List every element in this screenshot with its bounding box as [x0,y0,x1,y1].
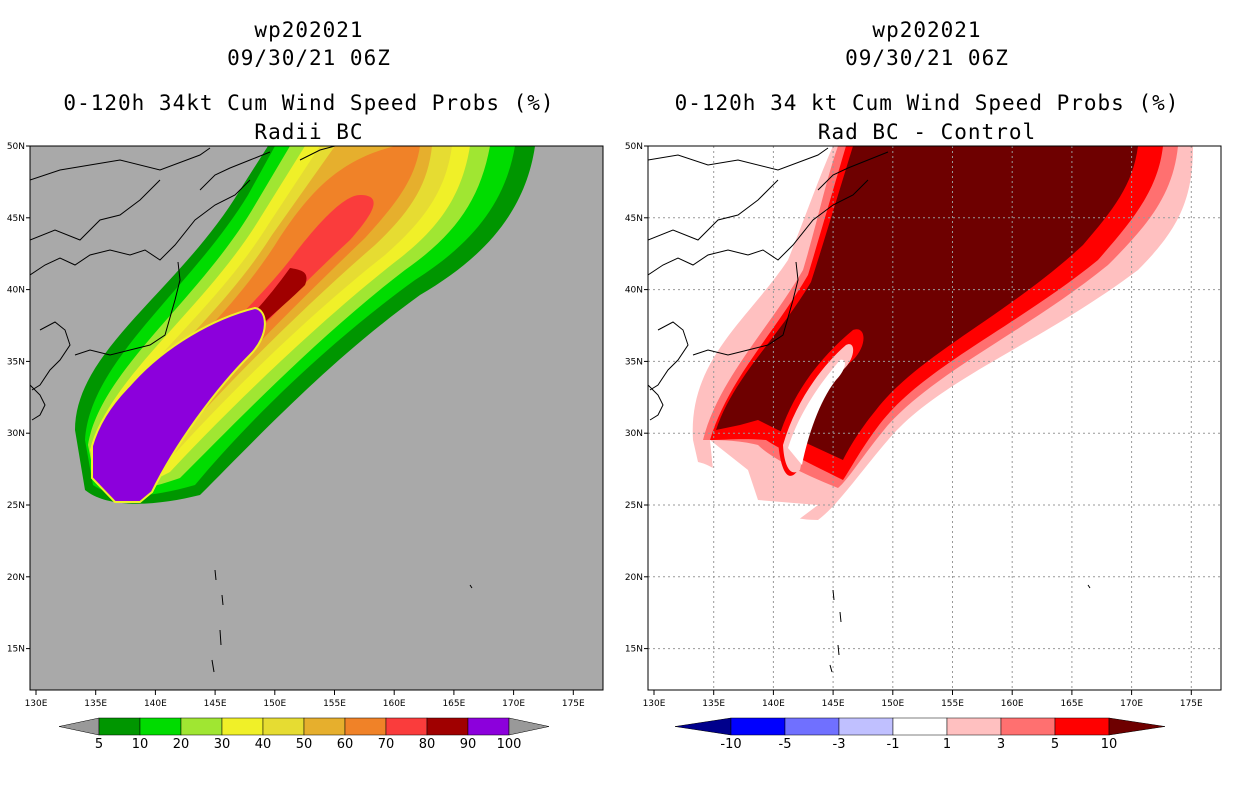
left-lon-label: 150E [263,699,286,709]
right-map-frame [647,145,1222,691]
right-lat-label: 25N [625,501,643,511]
left-colorbar-label: 10 [132,737,149,752]
right-lat-label: 20N [625,573,643,583]
left-panel-radii-bc: wp202021 09/30/21 06Z 0-120h 34kt Cum Wi… [7,18,604,752]
left-coastline-outline [30,146,473,673]
right-colorbar-swatch [946,717,1002,736]
right-lat-label: 35N [625,357,643,367]
left-colorbar-over-arrow [508,717,550,736]
right-lon-label: 170E [1120,699,1143,709]
right-lat-label: 15N [625,645,643,655]
left-lat-label: 40N [7,286,25,296]
left-colorbar-swatch [467,717,510,736]
left-lat-label: 15N [7,645,25,655]
left-colorbar-label: 80 [419,737,436,752]
right-lon-label: 145E [822,699,845,709]
right-colorbar-label: 3 [997,737,1005,752]
left-lon-label: 160E [383,699,406,709]
left-lon-label: 145E [204,699,227,709]
left-lon-label: 175E [562,699,585,709]
left-lon-label: 165E [442,699,465,709]
left-title-date: 09/30/21 06Z [227,46,391,70]
right-title-main: 0-120h 34 kt Cum Wind Speed Probs (%) [674,91,1180,115]
left-map-svg: 130E 135E 140E 145E 150E 155E 160E 165E 170E 175E… [7,142,604,752]
left-colorbar-swatch [426,717,469,736]
left-lat-label: 50N [7,142,25,152]
right-lat-label: 40N [625,286,643,296]
right-colorbar-swatch [838,717,894,736]
left-colorbar-label: 90 [460,737,477,752]
left-title-main: 0-120h 34kt Cum Wind Speed Probs (%) [63,91,555,115]
left-title-sub: Radii BC [254,120,364,144]
right-title-date: 09/30/21 06Z [845,46,1009,70]
left-colorbar-label: 70 [378,737,395,752]
left-lon-label: 140E [144,699,167,709]
right-coastline-outline [648,147,1091,673]
left-lat-label: 25N [7,501,25,511]
right-difference-contours [692,146,1193,520]
left-colorbar-label: 60 [337,737,354,752]
right-lon-label: 135E [702,699,725,709]
left-lat-label: 30N [7,429,25,439]
right-colorbar-swatch [730,717,786,736]
left-colorbar-label: 100 [497,737,522,752]
right-colorbar-over-arrow [1108,717,1166,736]
right-colorbar: -10 -5 -3 -1 1 3 5 10 [674,717,1166,752]
right-map-svg: 130E 135E 140E 145E 150E 155E 160E 165E 170E 175E… [625,142,1222,752]
left-lon-label: 170E [502,699,525,709]
left-colorbar-label: 5 [95,737,103,752]
right-colorbar-label: 10 [1101,737,1118,752]
left-colorbar-swatch [180,717,223,736]
left-colorbar-swatch [98,717,141,736]
right-colorbar-swatch [892,717,948,736]
left-colorbar-swatch [262,717,305,736]
left-colorbar-label: 40 [255,737,272,752]
left-probability-contours [75,146,535,504]
left-axes: 130E 135E 140E 145E 150E 155E 160E 165E 170E 175E… [7,142,585,709]
left-title-storm-id: wp202021 [254,18,364,42]
right-colorbar-under-arrow [674,717,732,736]
left-lon-label: 155E [323,699,346,709]
left-colorbar-swatch [303,717,346,736]
left-colorbar-label: 50 [296,737,313,752]
right-colorbar-swatch [1000,717,1056,736]
right-colorbar-label: -1 [887,737,900,752]
left-lon-label: 135E [84,699,107,709]
right-grid [648,146,1221,690]
right-colorbar-label: -3 [833,737,846,752]
left-map-frame [29,145,604,691]
right-lon-label: 150E [881,699,904,709]
right-colorbar-swatch [1054,717,1110,736]
right-panel-rad-bc-control: wp202021 09/30/21 06Z 0-120h 34 kt Cum W… [618,0,1236,800]
left-lat-label: 35N [7,357,25,367]
left-lat-label: 20N [7,573,25,583]
right-colorbar-label: -10 [720,737,741,752]
right-lon-label: 160E [1001,699,1024,709]
left-colorbar-swatch [344,717,387,736]
right-colorbar-label: 5 [1051,737,1059,752]
right-axes: 130E 135E 140E 145E 150E 155E 160E 165E 170E 175E… [625,142,1203,709]
right-lon-label: 155E [941,699,964,709]
right-title-storm-id: wp202021 [872,18,982,42]
right-colorbar-label: -5 [779,737,792,752]
left-colorbar-swatch [385,717,428,736]
right-lon-label: 140E [762,699,785,709]
right-lon-label: 130E [643,699,666,709]
right-title-sub: Rad BC - Control [817,120,1037,144]
left-colorbar-swatch [139,717,182,736]
right-lat-label: 50N [625,142,643,152]
left-colorbar-swatch [221,717,264,736]
right-lat-label: 45N [625,214,643,224]
left-colorbar-under-arrow [58,717,100,736]
right-colorbar-label: 1 [943,737,951,752]
left-colorbar-label: 30 [214,737,231,752]
left-lat-label: 45N [7,214,25,224]
right-colorbar-swatch [784,717,840,736]
left-colorbar-label: 20 [173,737,190,752]
left-lon-label: 130E [25,699,48,709]
right-lon-label: 165E [1060,699,1083,709]
left-colorbar: 5 10 20 30 40 50 60 70 80 90 100 [58,717,550,752]
right-lon-label: 175E [1180,699,1203,709]
right-lat-label: 30N [625,429,643,439]
